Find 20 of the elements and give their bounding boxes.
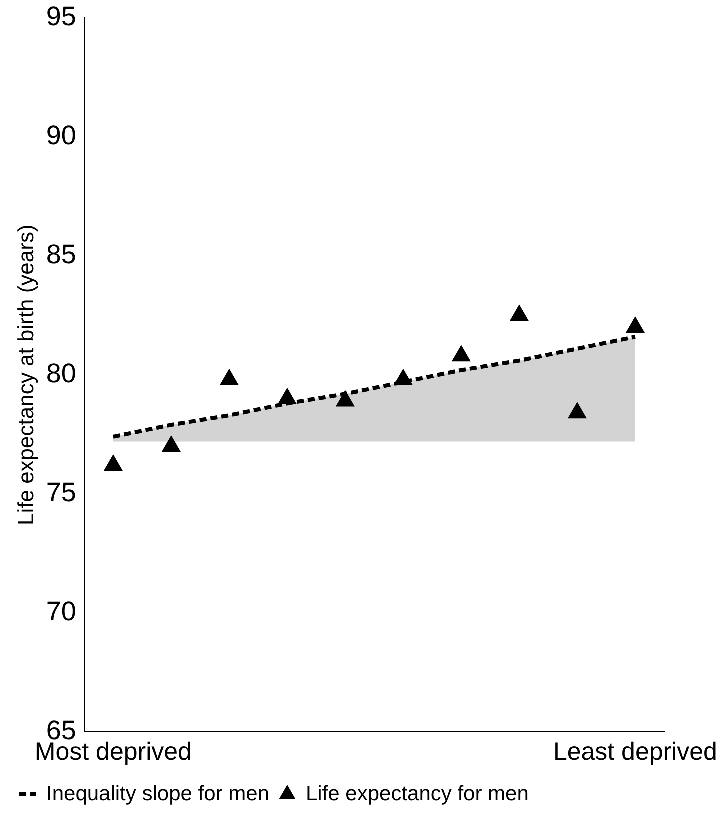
point xyxy=(162,436,181,452)
point xyxy=(626,317,645,334)
point xyxy=(394,369,413,386)
y-tick-label: 75 xyxy=(46,478,76,508)
point xyxy=(104,455,123,472)
point xyxy=(510,305,529,322)
y-tick-label: 80 xyxy=(46,358,76,389)
point xyxy=(220,369,239,386)
point xyxy=(452,346,471,362)
y-tick-label: 95 xyxy=(46,2,76,32)
y-tick-label: 90 xyxy=(46,120,76,151)
point xyxy=(568,402,587,419)
legend-label: Life expectancy for men xyxy=(306,782,529,806)
point xyxy=(278,388,297,404)
y-tick-label: 70 xyxy=(46,596,76,626)
point xyxy=(336,390,355,407)
y-axis-title: Life expectancy at birth (years) xyxy=(13,224,38,526)
legend-label: Inequality slope for men xyxy=(46,782,270,806)
y-tick-label: 85 xyxy=(46,240,76,270)
x-tick-label: Least deprived xyxy=(553,738,718,766)
